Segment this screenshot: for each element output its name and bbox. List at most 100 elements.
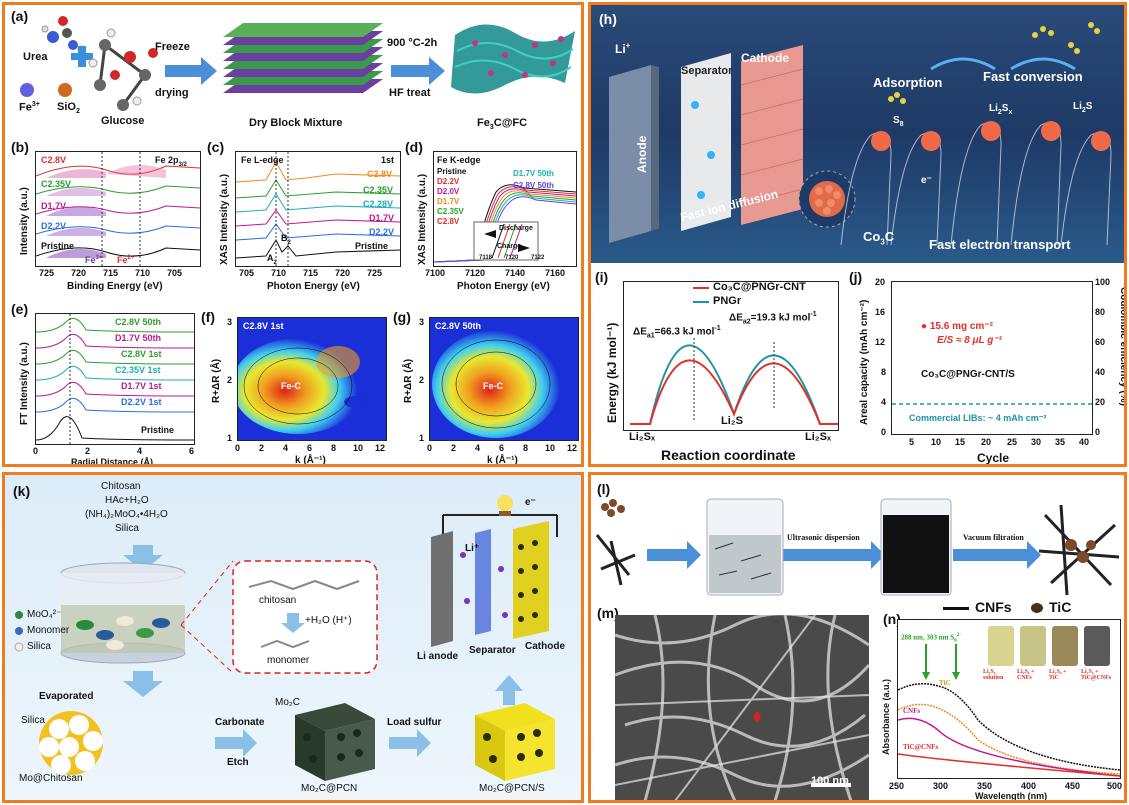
n-xtick-5: 500 (1107, 781, 1123, 791)
panel-f-label: (f) (201, 309, 215, 325)
b-trace-4: Pristine (41, 241, 75, 251)
n-xtick-4: 450 (1065, 781, 1081, 791)
freeze-label: Freeze (155, 41, 190, 53)
j-xt-2: 15 (955, 437, 966, 447)
l-tic-swatch (1031, 603, 1043, 613)
b-trace-3: D2.2V (41, 221, 67, 231)
f-ytick-2: 1 (227, 433, 233, 443)
k-legend-0: MoO₄²⁻ (27, 609, 62, 620)
f-ytick-1: 2 (227, 375, 233, 385)
c-trace-2: C2.28V (363, 199, 394, 209)
k-silica: Silica (21, 715, 45, 726)
c-xtick-3: 720 (335, 268, 351, 278)
g-xtick-5: 10 (545, 443, 556, 453)
g-xtick-0: 0 (427, 443, 433, 453)
h-fast-electron: Fast electron transport (929, 237, 1071, 252)
f-xtick-6: 12 (375, 443, 386, 453)
b-ylabel: Intensity (a.u.) (19, 187, 30, 255)
h-separator: Separator (681, 65, 733, 77)
i-legend-swatch-1 (693, 301, 709, 303)
j-yl-0: 20 (875, 277, 886, 287)
d-leg-2: D2.0V (437, 187, 460, 196)
e-trace-3: C2.35V 1st (115, 365, 161, 375)
i-ylabel: Energy (kJ mol⁻¹) (605, 322, 619, 423)
i-legend-swatch-0 (693, 287, 709, 289)
b-xtick-1: 720 (71, 268, 87, 278)
c-title: Fe L-edge (241, 155, 284, 165)
n-vial-3: Li₂S₆ + TiC@CNFs (1081, 669, 1112, 681)
panel-i-curves (630, 338, 838, 425)
n-ylabel: Absorbance (a.u.) (881, 678, 891, 755)
k-reagent-1: HAc+H₂O (105, 495, 149, 506)
mixture-label: Dry Block Mixture (249, 117, 343, 129)
i-xlabel: Reaction coordinate (661, 447, 796, 463)
k-evaporated: Evaporated (39, 691, 94, 702)
b-trace-0: C2.8V (41, 155, 67, 165)
i-state-1: Li₂S (721, 415, 743, 427)
c-xlabel: Photon Energy (eV) (267, 281, 360, 292)
k-mo2c-pcn: Mo₂C@PCN (301, 783, 358, 794)
j-commercial: Commercial LIBs: ~ 4 mAh cm⁻² (909, 413, 1047, 423)
c-xtick-4: 725 (367, 268, 383, 278)
j-xlabel: Cycle (977, 451, 1010, 465)
n-xtick-1: 300 (933, 781, 949, 791)
f-xtick-5: 10 (353, 443, 364, 453)
panel-h-illustration (591, 5, 1124, 263)
j-xt-6: 35 (1055, 437, 1066, 447)
g-ylabel: R+ΔR (Å) (403, 358, 414, 403)
k-carbonate: Carbonate (215, 717, 265, 728)
k-h2o: +H₂O (H⁺) (305, 615, 352, 626)
d-xtick-1: 7120 (465, 268, 486, 278)
g-ytick-0: 3 (419, 317, 425, 327)
j-sample: Co₃C@PNGr-CNT/S (921, 369, 1015, 380)
h-fast-conversion: Fast conversion (983, 69, 1083, 84)
panel-group-bottom-right: (l) Ultrasonic dispers (588, 472, 1127, 803)
panel-c-traces (235, 152, 401, 266)
j-xt-1: 10 (931, 437, 942, 447)
e-trace-1: D1.7V 50th (115, 333, 162, 343)
sio2-label: SiO2 (57, 101, 80, 116)
f-xtick-0: 0 (235, 443, 241, 453)
l-legend-cnf: CNFs (975, 599, 1012, 615)
d-leg-r1: C2.8V 50th (513, 181, 554, 190)
k-cathode: Cathode (525, 641, 565, 652)
b-xlabel: Binding Energy (eV) (67, 281, 163, 292)
c-a2: A2 (267, 253, 277, 266)
d-leg-3: D1.7V (437, 197, 460, 206)
panel-k-label: (k) (13, 483, 31, 499)
panel-group-top-left: (a) (2, 2, 584, 467)
panel-group-top-right: (h) Li+ Anode Separator Cathode Adsorpti… (588, 2, 1127, 467)
panel-c-label: (c) (207, 139, 225, 155)
j-ylabel-right: Coulombic efficiency (%) (1118, 287, 1127, 406)
panel-c-plot (235, 151, 401, 267)
j-yl-5: 0 (881, 427, 887, 437)
e-xtick-3: 6 (189, 446, 195, 456)
l-ultrasonic: Ultrasonic dispersion (787, 533, 860, 542)
e-trace-4: D1.7V 1st (121, 381, 162, 391)
c-trace-4: D2.2V (369, 227, 395, 237)
b-xtick-3: 710 (135, 268, 151, 278)
n-xlabel: Wavelength (nm) (975, 791, 1048, 801)
h-li2s: Li2S (1073, 101, 1093, 114)
l-vacuum: Vacuum filtration (963, 533, 1024, 542)
g-xtick-2: 4 (475, 443, 481, 453)
g-title: C2.8V 50th (435, 321, 482, 331)
b-xtick-4: 705 (167, 268, 183, 278)
panel-b-plot (35, 151, 201, 267)
j-ylabel-left: Areal capacity (mAh cm⁻²) (859, 299, 870, 425)
i-legend-0: Co₃C@PNGr-CNT (713, 281, 806, 293)
panel-n-plot (897, 619, 1121, 779)
e-trace-0: C2.8V 50th (115, 317, 162, 327)
j-xt-0: 5 (909, 437, 915, 447)
h-s8: S8 (893, 115, 904, 128)
b-xtick-2: 715 (103, 268, 119, 278)
d-leg-1: D2.2V (437, 177, 460, 186)
j-yl-3: 8 (881, 367, 887, 377)
n-curve-cnf: CNFs (903, 707, 921, 715)
panel-a-label: (a) (11, 8, 29, 24)
d-inset-1: 7120 (505, 255, 519, 261)
panel-g-heatmap (429, 317, 579, 441)
e-trace-2: C2.8V 1st (121, 349, 162, 359)
n-peak-note: 288 nm, 303 nm S62- (901, 633, 961, 644)
k-mo2c: Mo₂C (275, 697, 300, 708)
